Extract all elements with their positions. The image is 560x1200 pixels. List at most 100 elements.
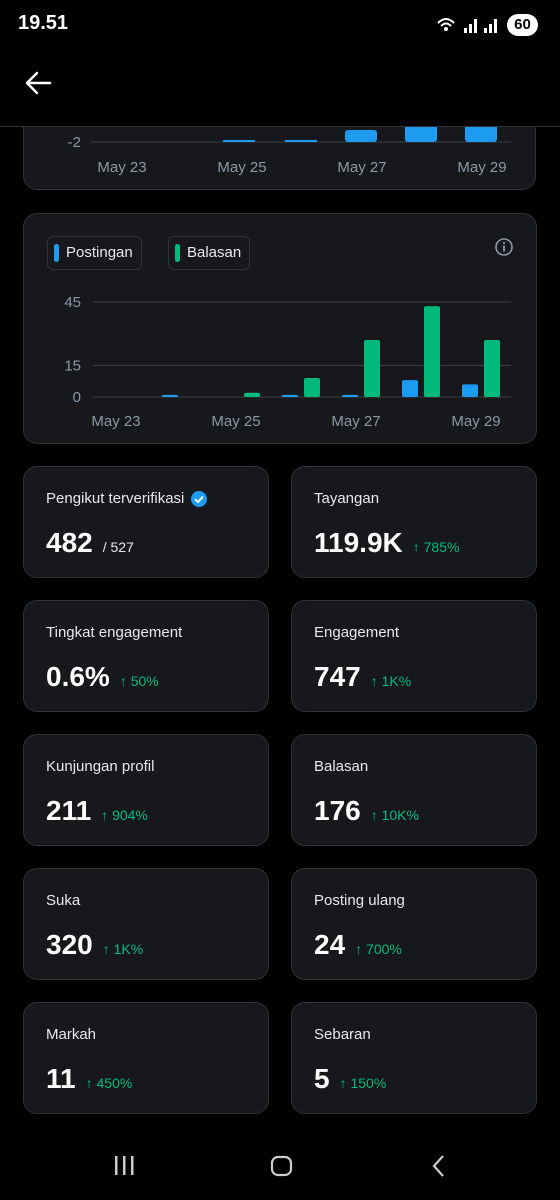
stat-value: 211 xyxy=(46,795,92,826)
stat-change: 700% xyxy=(355,941,402,957)
stat-card[interactable]: Engagement 747 1K% xyxy=(291,600,537,712)
legend-item[interactable]: Postingan xyxy=(47,236,142,270)
home-button[interactable] xyxy=(270,1155,293,1177)
x-tick-label: May 27 xyxy=(337,159,386,176)
back-button[interactable] xyxy=(24,70,54,96)
bar xyxy=(462,384,478,397)
clock: 19.51 xyxy=(18,12,69,34)
bar xyxy=(304,378,320,397)
legend-label: Postingan xyxy=(66,244,133,261)
stat-value-row: 482 / 527 xyxy=(46,527,134,559)
stat-value-row: 119.9K 785% xyxy=(314,527,459,559)
stat-change: 10K% xyxy=(371,807,419,823)
stat-label: Markah xyxy=(46,1026,97,1043)
signal-icons xyxy=(437,18,497,33)
stat-value: 24 xyxy=(314,929,346,960)
chart: 0 15 45 May 23 May 25 May 27 May 29 xyxy=(64,294,511,430)
battery: 60 xyxy=(507,14,538,36)
nav-bar xyxy=(115,1155,444,1177)
stat-value: 11 xyxy=(46,1063,76,1094)
stat-value-row: 11 450% xyxy=(46,1063,132,1095)
stat-value: 5 xyxy=(314,1063,330,1094)
back-nav-button[interactable] xyxy=(432,1155,444,1177)
stat-value: 747 xyxy=(314,661,361,692)
verified-badge xyxy=(191,491,208,507)
stat-label: Balasan xyxy=(314,758,369,775)
stat-card[interactable]: Posting ulang 24 700% xyxy=(291,868,537,980)
y-tick-label: -2 xyxy=(68,134,81,151)
partial-chart-card: -2 May 23 May 25 May 27 May 29 xyxy=(23,126,536,190)
header: 19.51 60 xyxy=(0,0,560,127)
stat-card[interactable]: Sebaran 5 150% xyxy=(291,1002,537,1114)
stat-card[interactable]: Suka 320 1K% xyxy=(23,868,269,980)
stat-change: 50% xyxy=(120,673,159,689)
stat-card[interactable]: Kunjungan profil 211 904% xyxy=(23,734,269,846)
stat-value-row: 176 10K% xyxy=(314,795,419,827)
legend-label: Balasan xyxy=(187,244,242,261)
stat-change: 1K% xyxy=(371,673,411,689)
stat-card[interactable]: Tayangan 119.9K 785% xyxy=(291,466,537,578)
stat-label: Sebaran xyxy=(314,1026,371,1043)
bar xyxy=(484,340,500,397)
partial-bar xyxy=(405,126,437,142)
partial-bar xyxy=(345,130,377,142)
stat-value-row: 747 1K% xyxy=(314,661,411,693)
stat-label: Engagement xyxy=(314,624,400,641)
x-tick-label: May 27 xyxy=(331,413,380,430)
bar xyxy=(402,380,418,397)
bar xyxy=(244,392,260,397)
stat-label: Posting ulang xyxy=(314,892,405,909)
stat-value: 119.9K xyxy=(314,527,403,558)
y-tick-label: 45 xyxy=(64,294,81,311)
stat-value: 0.6% xyxy=(46,661,110,692)
stat-card[interactable]: Balasan 176 10K% xyxy=(291,734,537,846)
stat-label: Tingkat engagement xyxy=(46,624,183,641)
x-tick-label: May 29 xyxy=(451,413,500,430)
partial-bar xyxy=(465,126,497,142)
stat-card[interactable]: Tingkat engagement 0.6% 50% xyxy=(23,600,269,712)
x-tick-label: May 25 xyxy=(217,159,266,176)
stat-value-row: 211 904% xyxy=(46,795,148,827)
recents-button[interactable] xyxy=(115,1156,134,1175)
stat-label: Suka xyxy=(46,892,81,909)
partial-bar xyxy=(223,140,255,142)
stat-change: 785% xyxy=(413,539,460,555)
x-tick-label: May 23 xyxy=(97,159,146,176)
stat-change: 150% xyxy=(340,1075,387,1091)
stat-label: Pengikut terverifikasi xyxy=(46,490,208,507)
bar xyxy=(342,394,358,397)
legend-swatch xyxy=(175,244,180,262)
stat-value: 320 xyxy=(46,929,93,960)
stat-card[interactable]: Markah 11 450% xyxy=(23,1002,269,1114)
x-tick-label: May 29 xyxy=(457,159,506,176)
x-tick-label: May 23 xyxy=(91,413,140,430)
partial-chart-clip: -2 May 23 May 25 May 27 May 29 xyxy=(0,126,560,206)
stat-value: 176 xyxy=(314,795,361,826)
y-tick-label: 15 xyxy=(64,357,81,374)
stat-change: 904% xyxy=(101,807,148,823)
bar xyxy=(162,394,178,397)
stat-label: Kunjungan profil xyxy=(46,758,155,775)
stat-value-row: 5 150% xyxy=(314,1063,386,1095)
legend-item[interactable]: Balasan xyxy=(168,236,251,270)
y-tick-label: 0 xyxy=(73,389,81,406)
legend-swatch xyxy=(54,244,59,262)
bar xyxy=(364,340,380,397)
stat-value-row: 320 1K% xyxy=(46,929,143,961)
info-icon[interactable] xyxy=(494,237,514,257)
partial-bar xyxy=(285,140,317,142)
stat-total: / 527 xyxy=(102,539,134,555)
stat-change: 1K% xyxy=(103,941,143,957)
bar xyxy=(282,394,298,397)
x-tick-label: May 25 xyxy=(211,413,260,430)
stat-card[interactable]: Pengikut terverifikasi 482 / 527 xyxy=(23,466,269,578)
stat-value-row: 0.6% 50% xyxy=(46,661,159,693)
stat-value-row: 24 700% xyxy=(314,929,402,961)
x-labels: May 23 May 25 May 27 May 29 xyxy=(97,159,506,176)
stat-value: 482 xyxy=(46,527,93,558)
bar xyxy=(424,306,440,397)
stat-label: Tayangan xyxy=(314,490,380,507)
chart-card: Postingan Balasan 0 15 45 May 23 May 25 May 2… xyxy=(23,213,537,444)
stat-change: 450% xyxy=(86,1075,133,1091)
